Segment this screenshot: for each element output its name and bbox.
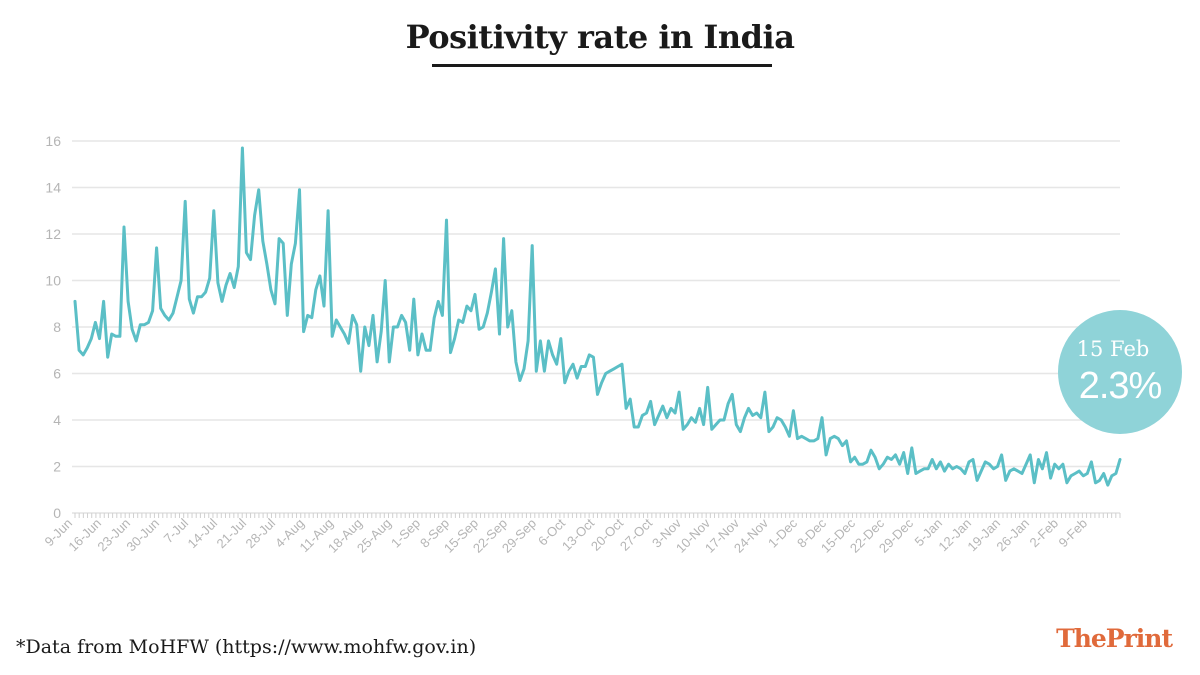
callout-circle xyxy=(1058,310,1182,434)
y-tick-label: 6 xyxy=(53,366,61,382)
callout-value: 2.3% xyxy=(1079,365,1162,407)
x-tick-label: 1-Dec xyxy=(765,515,800,550)
latest-value-callout: 15 Feb 2.3% xyxy=(1058,310,1182,434)
positivity-rate-line xyxy=(73,146,1122,487)
y-tick-label: 12 xyxy=(45,226,61,242)
x-tick-label: 27-Oct xyxy=(617,515,655,553)
x-tick-label: 2-Feb xyxy=(1026,516,1061,551)
title-underline xyxy=(432,64,772,67)
y-axis-ticks: 0 2 4 6 8 10 12 14 16 xyxy=(45,133,61,521)
y-tick-label: 8 xyxy=(53,319,61,335)
source-footnote: *Data from MoHFW (https://www.mohfw.gov.… xyxy=(16,636,477,658)
x-axis-ticks: 9-Jun16-Jun23-Jun30-Jun7-Jul14-Jul21-Jul… xyxy=(42,512,1121,556)
y-tick-label: 2 xyxy=(53,459,61,475)
y-tick-label: 0 xyxy=(53,505,61,521)
y-tick-label: 14 xyxy=(45,180,61,196)
x-tick-label: 28-Jul xyxy=(242,515,278,551)
brand-logo-part2: Print xyxy=(1105,624,1173,653)
brand-logo-part1: The xyxy=(1056,624,1107,653)
line-chart: 0 2 4 6 8 10 12 14 16 9-Jun16-Jun23-Jun30-Jun7-J… xyxy=(42,133,1182,556)
x-tick-label: 9-Feb xyxy=(1055,516,1090,551)
x-tick-label: 1-Sep xyxy=(388,516,423,551)
chart-title: Positivity rate in India xyxy=(405,18,795,56)
x-tick-label: 21-Jul xyxy=(213,515,249,551)
brand-logo: ThePrint xyxy=(1056,624,1173,653)
x-tick-label: 14-Jul xyxy=(184,515,220,551)
gridlines xyxy=(72,140,1120,514)
x-tick-label: 30-Jun xyxy=(123,516,162,555)
y-tick-label: 10 xyxy=(45,273,61,289)
callout-date: 15 Feb xyxy=(1077,337,1150,361)
y-tick-label: 16 xyxy=(45,133,61,149)
x-tick-label: 26-Jan xyxy=(993,516,1032,555)
y-tick-label: 4 xyxy=(53,412,61,428)
